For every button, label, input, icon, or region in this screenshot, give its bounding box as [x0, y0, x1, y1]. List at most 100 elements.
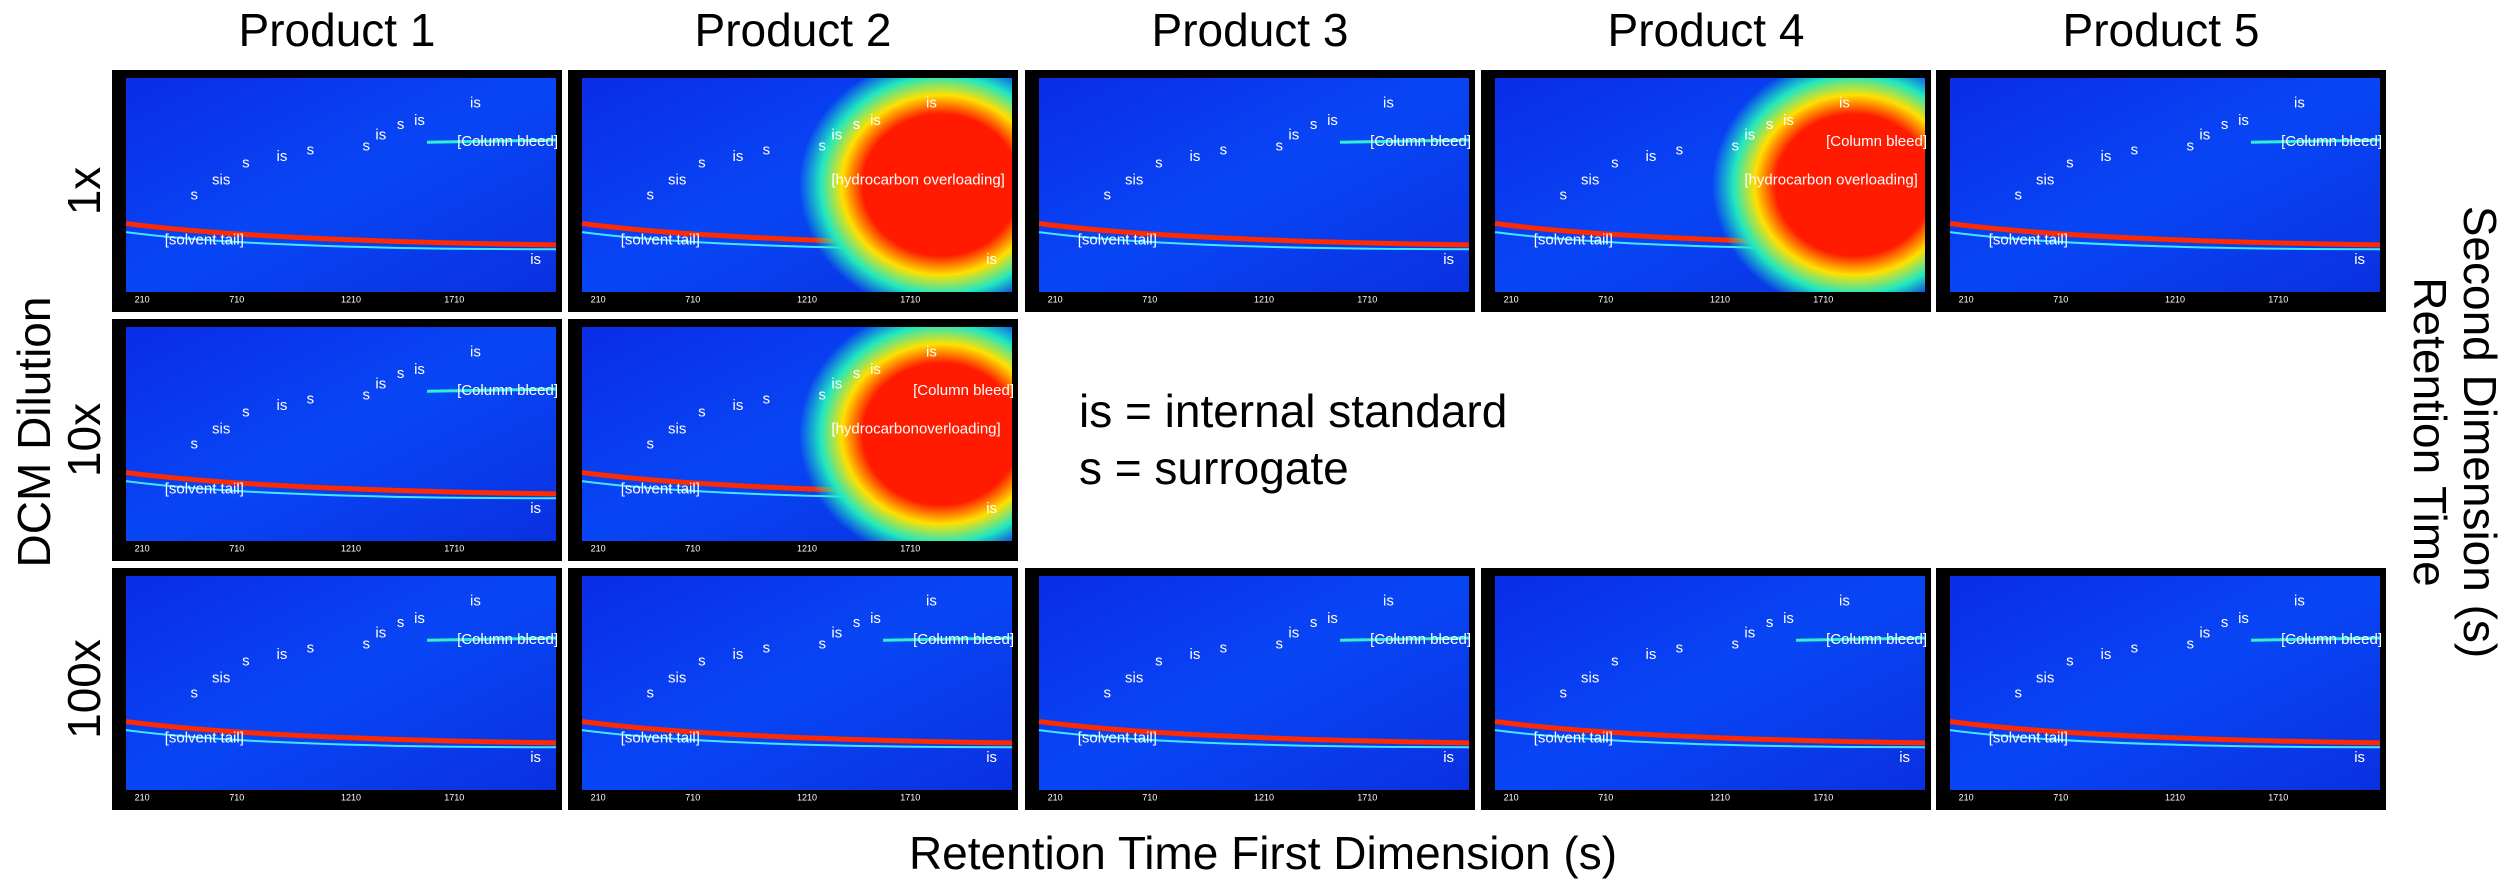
plot-area — [126, 327, 556, 541]
legend-entry: is = internal standard — [1079, 385, 1507, 437]
compound-mark: s — [1155, 155, 1163, 172]
column-title: Product 2 — [695, 4, 892, 56]
compound-mark: s — [1732, 137, 1740, 154]
panel-x-tick: 710 — [1598, 792, 1613, 802]
panel-x-tick: 1210 — [797, 543, 817, 553]
compound-mark: s — [2221, 116, 2229, 133]
column-bleed-band — [1795, 636, 1926, 642]
compound-mark: is — [277, 646, 288, 663]
column-title: Product 1 — [239, 4, 436, 56]
panel-x-tick: 710 — [685, 792, 700, 802]
compound-mark: s — [2131, 142, 2139, 159]
panel-x-tick: 1210 — [2165, 294, 2185, 304]
overloading-region — [1688, 78, 1925, 292]
solvent-tail-halo — [1038, 729, 1470, 749]
panel-x-tick: 210 — [591, 294, 606, 304]
annotation: [Column bleed] — [913, 382, 1014, 399]
plot-area — [1495, 576, 1925, 790]
annotation: is — [470, 344, 481, 361]
panel-x-tick: 210 — [591, 792, 606, 802]
compound-mark: sis — [668, 421, 686, 438]
panel-x-tick: 710 — [229, 543, 244, 553]
annotation: is — [1383, 593, 1394, 610]
annotation: [solvent tail] — [621, 481, 700, 498]
compound-mark: is — [870, 610, 881, 627]
compound-mark: is — [2238, 112, 2249, 129]
annotation: is — [1839, 593, 1850, 610]
compound-mark: is — [831, 127, 842, 144]
compound-mark: s — [307, 640, 315, 657]
panel-x-tick: 1710 — [2268, 294, 2288, 304]
annotation: [Column bleed] — [1826, 631, 1927, 648]
compound-mark: s — [2131, 640, 2139, 657]
compound-mark: s — [1676, 142, 1684, 159]
panel-x-tick: 210 — [1048, 294, 1063, 304]
right-axis-title: Retention Time — [2404, 277, 2456, 586]
compound-mark: is — [1783, 112, 1794, 129]
annotation: is — [986, 251, 997, 268]
panel-x-tick: 210 — [1959, 792, 1974, 802]
compound-mark: s — [1611, 653, 1619, 670]
compound-mark: s — [1220, 640, 1228, 657]
panel-x-tick: 1210 — [341, 792, 361, 802]
compound-mark: sis — [1125, 172, 1143, 189]
solvent-tail-band — [1038, 221, 1470, 248]
compound-mark: is — [414, 361, 425, 378]
compound-mark: is — [1646, 646, 1657, 663]
compound-mark: s — [191, 187, 199, 204]
compound-mark: s — [1310, 614, 1318, 631]
compound-mark: is — [831, 625, 842, 642]
compound-mark: s — [1155, 653, 1163, 670]
compound-mark: s — [647, 436, 655, 453]
panel-x-tick: 1710 — [900, 792, 920, 802]
annotation: [solvent tail] — [1989, 730, 2068, 747]
compound-mark: s — [1732, 635, 1740, 652]
panel-x-tick: 1210 — [1710, 294, 1730, 304]
annotation: [solvent tail] — [1989, 232, 2068, 249]
annotation: [Column bleed] — [1370, 133, 1471, 150]
compound-mark: sis — [1581, 172, 1599, 189]
annotation: [Column bleed] — [457, 382, 558, 399]
solvent-tail-halo — [125, 729, 557, 749]
panel-x-tick: 1710 — [900, 294, 920, 304]
annotation: [hydrocarbonoverloading] — [831, 421, 1000, 438]
compound-mark: s — [2066, 155, 2074, 172]
compound-mark: is — [2199, 625, 2210, 642]
annotation: [solvent tail] — [621, 730, 700, 747]
x-axis-title: Retention Time First Dimension (s) — [909, 827, 1617, 879]
compound-mark: sis — [1125, 670, 1143, 687]
annotation: is — [926, 344, 937, 361]
annotation: is — [1899, 749, 1910, 766]
panel-x-tick: 210 — [1504, 294, 1519, 304]
compound-mark: s — [363, 635, 371, 652]
compound-mark: sis — [2036, 670, 2054, 687]
panel-x-tick: 1710 — [1357, 294, 1377, 304]
panel-x-tick: 1210 — [2165, 792, 2185, 802]
compound-mark: s — [1676, 640, 1684, 657]
compound-mark: s — [2221, 614, 2229, 631]
annotation: [Column bleed] — [1370, 631, 1471, 648]
panel-x-tick: 710 — [2053, 294, 2068, 304]
compound-mark: is — [1783, 610, 1794, 627]
panel-x-tick: 210 — [135, 543, 150, 553]
compound-mark: s — [1104, 685, 1112, 702]
annotation: is — [986, 749, 997, 766]
solvent-tail-band — [125, 470, 557, 497]
compound-mark: is — [1288, 127, 1299, 144]
panel-x-tick: 210 — [1504, 792, 1519, 802]
compound-mark: s — [191, 685, 199, 702]
annotation: [hydrocarbon overloading] — [1744, 172, 1917, 189]
compound-mark: is — [2101, 148, 2112, 165]
annotation: [Column bleed] — [457, 133, 558, 150]
panel-x-tick: 710 — [1142, 294, 1157, 304]
solvent-tail-halo — [1949, 231, 2381, 251]
annotation: is — [1839, 95, 1850, 112]
annotation: is — [470, 95, 481, 112]
annotation: is — [986, 500, 997, 517]
annotation: is — [2354, 251, 2365, 268]
